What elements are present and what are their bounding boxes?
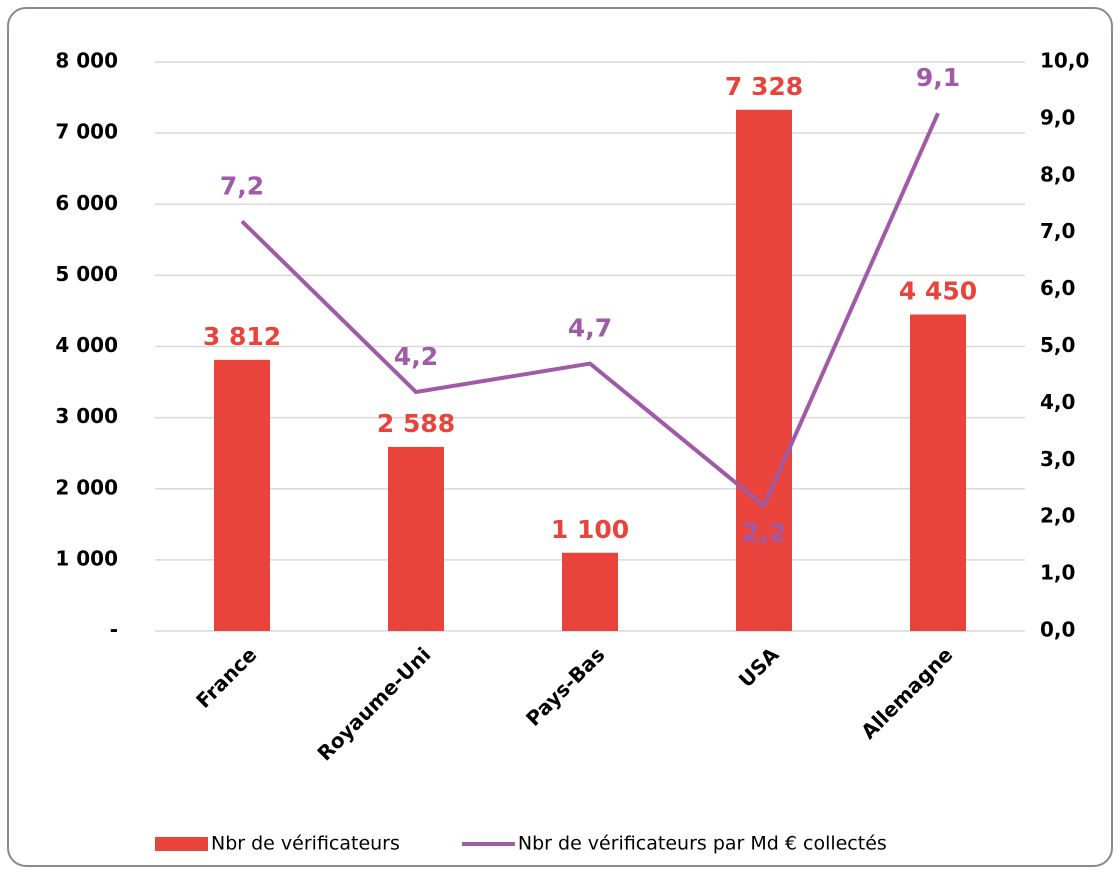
data-label: 3 812 xyxy=(203,322,281,351)
legend-label: Nbr de vérificateurs xyxy=(211,833,400,855)
y-tick-label: 5 000 xyxy=(55,262,118,286)
data-label: 1 100 xyxy=(551,515,629,544)
y2-tick-label: 2,0 xyxy=(1040,504,1075,528)
data-label: 9,1 xyxy=(916,63,960,92)
y-tick-label: 3 000 xyxy=(55,404,118,428)
y2-tick-label: 10,0 xyxy=(1040,49,1089,73)
y2-tick-label: 1,0 xyxy=(1040,561,1075,585)
data-label: 2 588 xyxy=(377,409,455,438)
data-label: 4,7 xyxy=(568,314,612,343)
data-label: 4 450 xyxy=(899,276,977,305)
bar xyxy=(910,314,966,631)
y2-tick-label: 0,0 xyxy=(1040,618,1075,642)
bar xyxy=(736,109,792,631)
y-tick-label: 1 000 xyxy=(55,546,118,570)
y2-tick-label: 6,0 xyxy=(1040,276,1075,300)
bar xyxy=(214,359,270,631)
y2-tick-label: 3,0 xyxy=(1040,447,1075,471)
legend-label: Nbr de vérificateurs par Md € collectés xyxy=(518,833,887,855)
line xyxy=(240,112,940,510)
y-tick-label: 8 000 xyxy=(55,49,118,73)
data-label: 4,2 xyxy=(394,342,438,371)
y2-tick-label: 7,0 xyxy=(1040,219,1075,243)
y2-tick-label: 4,0 xyxy=(1040,390,1075,414)
bar xyxy=(388,446,444,631)
bar xyxy=(562,552,618,631)
data-label: 2,2 xyxy=(742,518,786,547)
y2-tick-label: 9,0 xyxy=(1040,105,1075,129)
y2-tick-label: 8,0 xyxy=(1040,162,1075,186)
legend-swatch xyxy=(155,837,208,851)
data-label: 7,2 xyxy=(220,171,264,200)
y2-tick-label: 5,0 xyxy=(1040,333,1075,357)
chart-border xyxy=(7,7,1113,867)
data-label: 7 328 xyxy=(725,72,803,101)
y-tick-label: 7 000 xyxy=(55,120,118,144)
y-tick-label: - xyxy=(110,618,118,642)
y-tick-label: 6 000 xyxy=(55,191,118,215)
y-tick-label: 4 000 xyxy=(55,333,118,357)
y-tick-label: 2 000 xyxy=(55,475,118,499)
